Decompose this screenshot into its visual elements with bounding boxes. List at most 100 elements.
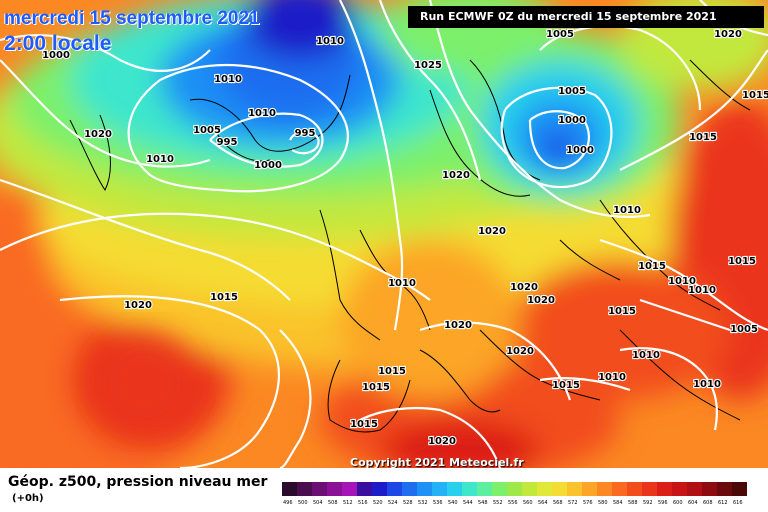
- scale-swatch: [312, 482, 327, 496]
- scale-label: 560: [523, 500, 533, 506]
- scale-label: 608: [703, 500, 713, 506]
- scale-label: 580: [598, 500, 608, 506]
- scale-label: 508: [328, 500, 338, 506]
- scale-label: 604: [688, 500, 698, 506]
- isobar-label: 1010: [316, 36, 344, 47]
- scale-label: 568: [553, 500, 563, 506]
- isobar-label: 1020: [444, 320, 472, 331]
- run-info: Run ECMWF 0Z du mercredi 15 septembre 20…: [408, 6, 764, 28]
- scale-swatch: [732, 482, 747, 496]
- isobar-label: 1020: [442, 170, 470, 181]
- scale-swatch: [552, 482, 567, 496]
- scale-label: 616: [733, 500, 743, 506]
- isobar-label: 1010: [214, 74, 242, 85]
- isobar-label: 995: [217, 137, 238, 148]
- scale-label: 592: [643, 500, 653, 506]
- isobar-label: 1010: [388, 278, 416, 289]
- scale-label: 512: [343, 500, 353, 506]
- scale-swatch: [477, 482, 492, 496]
- isobar-label: 1000: [558, 115, 586, 126]
- isobar-label: 1010: [146, 154, 174, 165]
- scale-label: 548: [478, 500, 488, 506]
- scale-label: 572: [568, 500, 578, 506]
- scale-swatch: [657, 482, 672, 496]
- scale-label: 532: [418, 500, 428, 506]
- scale-label: 556: [508, 500, 518, 506]
- scale-swatch: [372, 482, 387, 496]
- scale-swatch: [582, 482, 597, 496]
- scale-label: 528: [403, 500, 413, 506]
- scale-label: 496: [283, 500, 293, 506]
- isobar-label: 1015: [350, 419, 378, 430]
- scale-swatch: [687, 482, 702, 496]
- isobar-label: 1015: [728, 256, 756, 267]
- scale-swatch: [627, 482, 642, 496]
- coastlines: [69, 59, 751, 433]
- scale-label: 504: [313, 500, 323, 506]
- isobar-label: 1015: [742, 90, 768, 101]
- footer-title: Géop. z500, pression niveau mer: [8, 474, 268, 490]
- scale-swatch: [432, 482, 447, 496]
- scale-label: 600: [673, 500, 683, 506]
- isobar-label: 995: [295, 128, 316, 139]
- isobar-label: 1010: [613, 205, 641, 216]
- scale-label: 516: [358, 500, 368, 506]
- scale-label: 596: [658, 500, 668, 506]
- scale-label: 524: [388, 500, 398, 506]
- isobar-label: 1015: [210, 292, 238, 303]
- isobar-label: 1005: [730, 324, 758, 335]
- scale-swatch: [342, 482, 357, 496]
- isobar-label: 1020: [124, 300, 152, 311]
- copyright: Copyright 2021 Meteociel.fr: [350, 456, 524, 469]
- isobar-label: 1010: [688, 285, 716, 296]
- isobar-label: 1015: [638, 261, 666, 272]
- isobar-label: 1020: [478, 226, 506, 237]
- isobar-label: 1010: [632, 350, 660, 361]
- scale-label: 584: [613, 500, 623, 506]
- isobar-label: 1015: [362, 382, 390, 393]
- scale-swatch: [327, 482, 342, 496]
- isobar-label: 1020: [428, 436, 456, 447]
- isobar-label: 1020: [510, 282, 538, 293]
- isobar-label: 1010: [668, 276, 696, 287]
- isobar-label: 1005: [546, 29, 574, 40]
- weather-map: 1000101010101010100599599510001020101010…: [0, 0, 768, 468]
- scale-swatch: [282, 482, 297, 496]
- isobar-label: 1010: [248, 108, 276, 119]
- scale-swatch: [462, 482, 477, 496]
- isobar-label: 1010: [598, 372, 626, 383]
- isobar-label: 1005: [558, 86, 586, 97]
- scale-swatch: [522, 482, 537, 496]
- scale-swatch: [417, 482, 432, 496]
- scale-swatch: [507, 482, 522, 496]
- scale-label: 520: [373, 500, 383, 506]
- scale-swatch: [717, 482, 732, 496]
- isobar-label: 1020: [527, 295, 555, 306]
- isobar-label: 1010: [693, 379, 721, 390]
- scale-label: 536: [433, 500, 443, 506]
- scale-swatch: [447, 482, 462, 496]
- scale-label: 500: [298, 500, 308, 506]
- isobars: [0, 0, 768, 468]
- scale-swatch: [597, 482, 612, 496]
- scale-swatch: [492, 482, 507, 496]
- scale-label: 544: [463, 500, 473, 506]
- forecast-hour: (+0h): [12, 493, 44, 504]
- scale-swatch: [357, 482, 372, 496]
- scale-label: 552: [493, 500, 503, 506]
- isobar-label: 1015: [689, 132, 717, 143]
- isobar-label: 1015: [552, 380, 580, 391]
- scale-label: 564: [538, 500, 548, 506]
- map-time: 2:00 locale: [4, 32, 112, 55]
- scale-swatch: [402, 482, 417, 496]
- scale-swatch: [672, 482, 687, 496]
- isobar-label: 1020: [84, 129, 112, 140]
- scale-label: 612: [718, 500, 728, 506]
- isobar-label: 1015: [378, 366, 406, 377]
- scale-label: 540: [448, 500, 458, 506]
- scale-swatch: [702, 482, 717, 496]
- isobar-label: 1000: [566, 145, 594, 156]
- scale-swatch: [567, 482, 582, 496]
- isobar-label: 1000: [254, 160, 282, 171]
- scale-label: 576: [583, 500, 593, 506]
